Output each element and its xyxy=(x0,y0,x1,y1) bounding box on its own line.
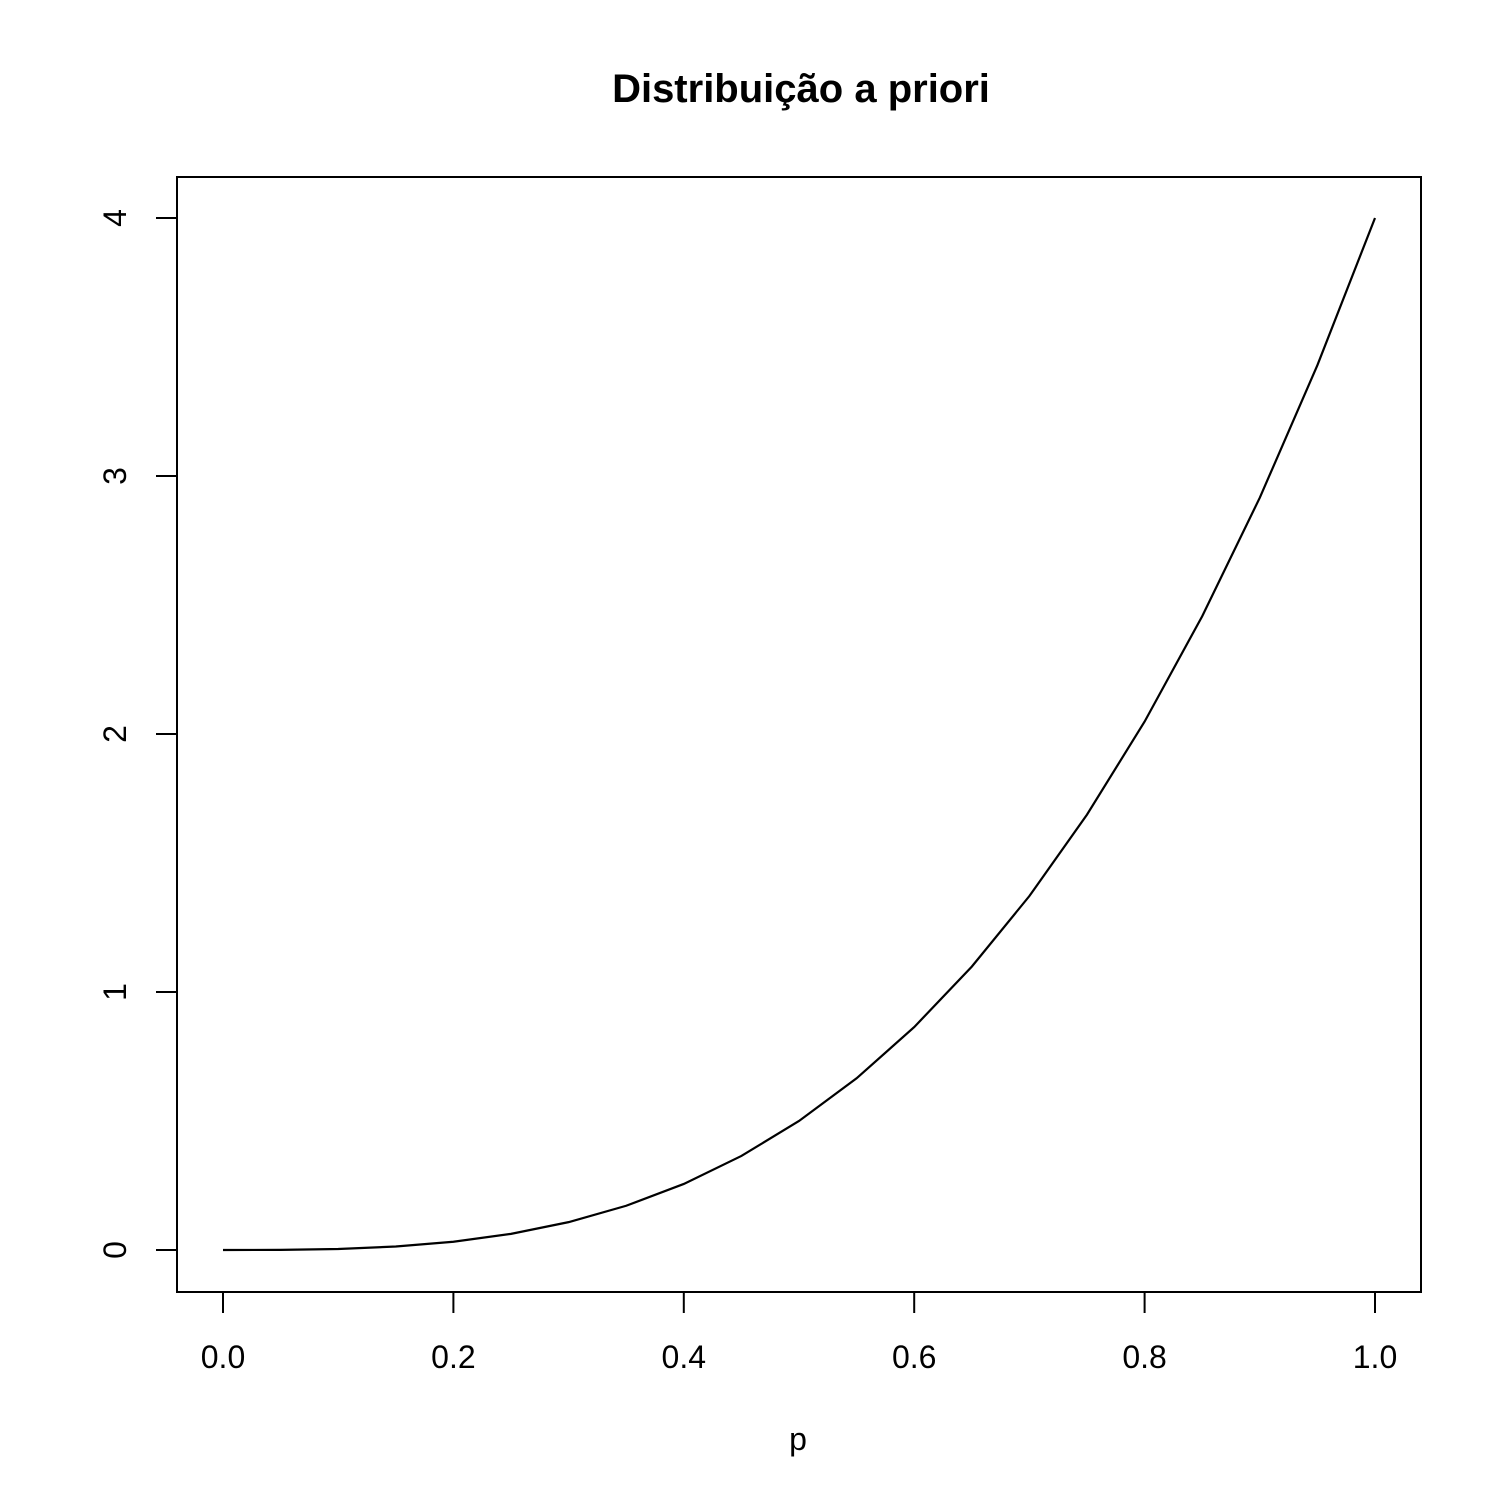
x-axis-label: p xyxy=(789,1421,807,1457)
y-axis: 0 1 2 3 4 xyxy=(97,209,178,1259)
y-tick-label: 2 xyxy=(97,725,133,743)
y-tick-label: 0 xyxy=(97,1241,133,1259)
x-tick-label: 0.0 xyxy=(201,1339,245,1375)
y-tick-label: 4 xyxy=(97,209,133,227)
y-tick-label: 3 xyxy=(97,467,133,485)
x-tick-label: 0.6 xyxy=(892,1339,936,1375)
x-axis: 0.0 0.2 0.4 0.6 0.8 1.0 xyxy=(201,1291,1397,1375)
y-tick-label: 1 xyxy=(97,983,133,1001)
x-tick-label: 0.4 xyxy=(662,1339,706,1375)
plot-frame xyxy=(176,176,1422,1293)
chart-title: Distribuição a priori xyxy=(612,67,990,111)
prior-density-curve xyxy=(222,217,1377,1252)
x-tick-label: 0.2 xyxy=(431,1339,475,1375)
x-tick-label: 1.0 xyxy=(1353,1339,1397,1375)
x-tick-label: 0.8 xyxy=(1122,1339,1166,1375)
